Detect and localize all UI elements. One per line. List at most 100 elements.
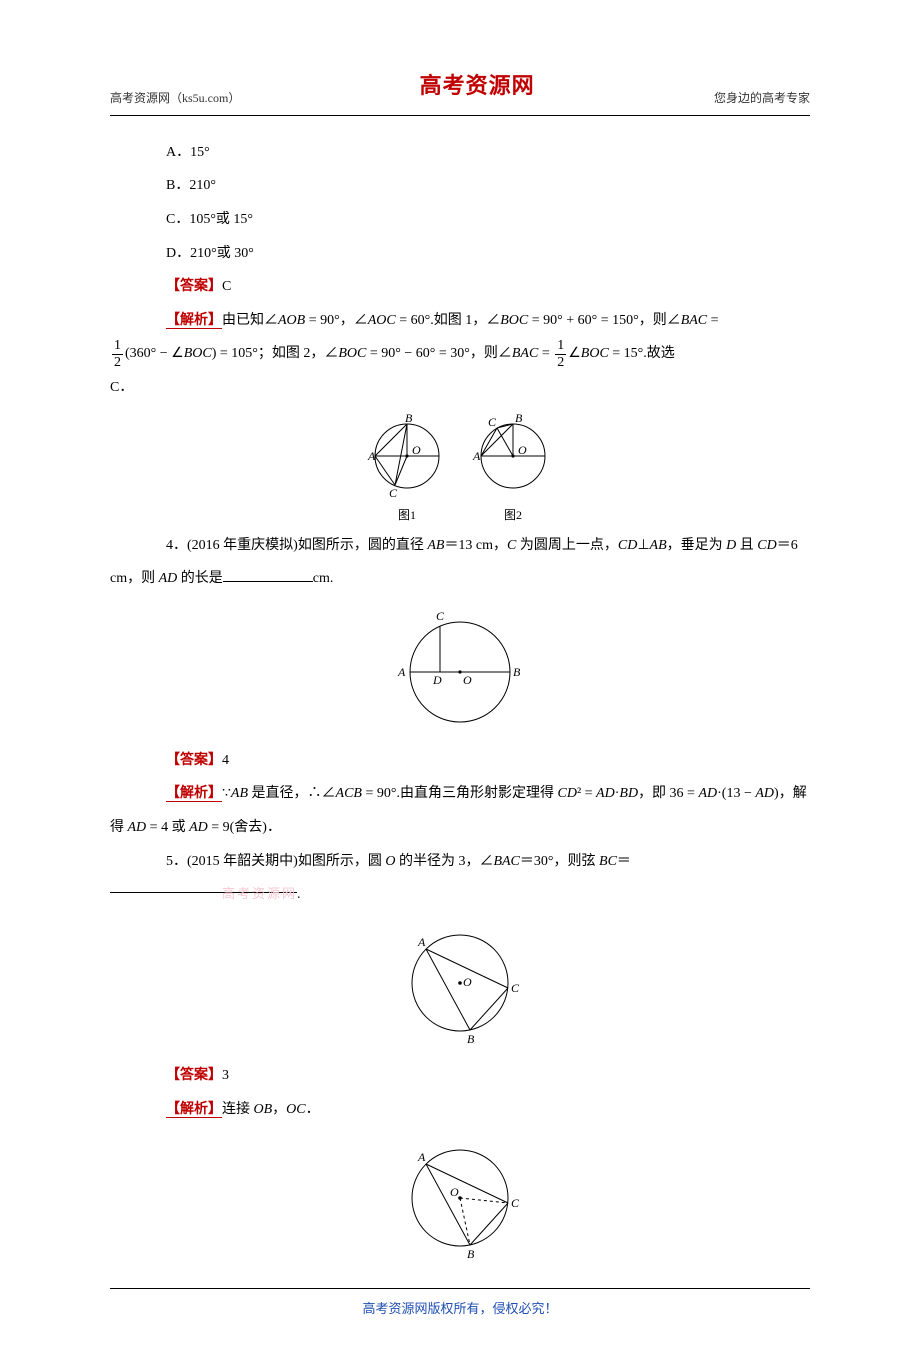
q3-t12: C． [110,380,133,395]
q3-t4: = 90° + 60° = 150°，则∠ [528,313,680,328]
q4-ab2: AB [650,538,667,553]
q3-t7: ) = 105°；如图 2，∠ [212,346,339,361]
q5-blank: 高考资源网 [110,878,297,893]
svg-text:C: C [389,486,398,500]
q4-eacb: ACB [336,786,362,801]
q5-eoc: OC [286,1102,305,1117]
q3-boc1: BOC [500,313,528,328]
q5-svg-1: A C B O [390,918,530,1048]
q4-t2: ＝13 cm， [444,538,507,553]
header-center-logo: 高考资源网 [420,60,535,113]
svg-text:C: C [511,981,520,995]
q4-ab: AB [427,538,444,553]
svg-text:C: C [488,415,497,429]
q4-t1: 4．(2016 年重庆模拟)如图所示，圆的直径 [166,538,427,553]
q3-boc2: BOC [184,346,212,361]
header-left: 高考资源网（ks5u.com） [110,84,240,113]
svg-text:A: A [417,1150,426,1164]
q3-t6: (360° − ∠ [125,346,184,361]
q4-t3: 为圆周上一点， [516,538,618,553]
q3-explain-line1: 【解析】由已知∠AOB = 90°，∠AOC = 60°.如图 1，∠BOC =… [110,304,810,338]
svg-text:D: D [432,673,442,687]
explain-label: 【解析】 [166,1102,222,1118]
answer-label: 【答案】 [166,279,222,294]
svg-text:B: B [467,1032,475,1046]
svg-text:A: A [472,449,481,463]
frac-den2: 2 [555,355,566,370]
q5-eob: OB [254,1102,273,1117]
q4-e1: ∵ [222,786,231,801]
q5-t5: . [297,887,301,902]
q5-bc: BC [599,854,617,869]
q3-bac2: BAC [512,346,538,361]
q4-ead4: AD [128,820,147,835]
q4-t4: ，垂足为 [667,538,727,553]
q3-caption-1: 图1 [362,508,452,522]
q5-explain: 【解析】连接 OB，OC． [110,1093,810,1127]
answer-label: 【答案】 [166,1068,222,1083]
svg-text:A: A [417,935,426,949]
q4-cd2: CD [757,538,776,553]
q4-eab: AB [231,786,248,801]
q3-t3: = 60°.如图 1，∠ [396,313,501,328]
q5-answer: 3 [222,1068,229,1083]
svg-text:C: C [436,609,445,623]
q3-t9: = [538,346,553,361]
q4-ead3: AD [755,786,774,801]
q3-bac1: BAC [681,313,707,328]
q4-e3: = 90°.由直角三角形射影定理得 [362,786,558,801]
q5-e2: ， [272,1102,286,1117]
q3-diagram-2: A B O C 图2 [468,411,558,523]
q3-aob: AOB [278,313,305,328]
page-footer: 高考资源网版权所有，侵权必究！ [110,1288,810,1324]
q5-e1: 连接 [222,1102,254,1117]
q5-svg-2: A C B O [390,1133,530,1263]
q3-diagram: A B O C 图1 A B [110,411,810,523]
q4-e6: ·(13 − [717,786,755,801]
fraction-half-2: 12 [555,338,566,370]
q4-t8: cm. [313,571,334,586]
q4-ead2: AD [698,786,717,801]
q3-option-d: D．210°或 30° [110,237,810,271]
q4-blank [223,567,313,582]
q4-cd: CD [618,538,637,553]
q3-exp-t1: 由已知∠ [222,313,278,328]
q4-e4: = [581,786,596,801]
q5-t4: ＝ [617,854,631,869]
frac-num2: 1 [555,338,566,354]
q3-t5: = [707,313,718,328]
q3-svg-2: A B O C [468,411,558,501]
q4-ead: AD [596,786,615,801]
explain-label: 【解析】 [166,313,222,329]
svg-text:O: O [463,975,472,989]
q5-t1: 5．(2015 年韶关期中)如图所示，圆 [166,854,385,869]
q3-explain-line3: C． [110,371,810,405]
q4-d: D [726,538,736,553]
q4-ecd: CD [557,786,576,801]
q4-e2: 是直径，∴∠ [248,786,336,801]
q5-e3: ． [306,1102,320,1117]
q4-ad: AD [159,571,178,586]
q5-stem: 5．(2015 年韶关期中)如图所示，圆 O 的半径为 3，∠BAC＝30°，则… [110,845,810,912]
q4-ebd: BD [619,786,638,801]
q5-answer-line: 【答案】3 [110,1059,810,1093]
frac-den: 2 [112,355,123,370]
q4-e5: ，即 36 = [638,786,698,801]
fraction-half: 12 [112,338,123,370]
svg-text:B: B [513,665,521,679]
watermark-text: 高考资源网 [166,878,297,909]
q3-t11: = 15°.故选 [609,346,675,361]
q3-t10: ∠ [568,346,581,361]
svg-text:O: O [450,1185,459,1199]
q4-ead5: AD [189,820,208,835]
page: 高考资源网（ks5u.com） 高考资源网 您身边的高考专家 A．15° B．2… [0,0,920,1345]
q4-diagram: A B C D O [110,602,810,738]
q5-t2: 的半径为 3，∠ [395,854,493,869]
svg-text:C: C [511,1196,520,1210]
explain-label: 【解析】 [166,786,222,802]
q3-aoc: AOC [368,313,396,328]
q3-answer: C [222,279,231,294]
svg-text:A: A [367,449,376,463]
q4-c: C [507,538,516,553]
q3-option-a: A．15° [110,136,810,170]
